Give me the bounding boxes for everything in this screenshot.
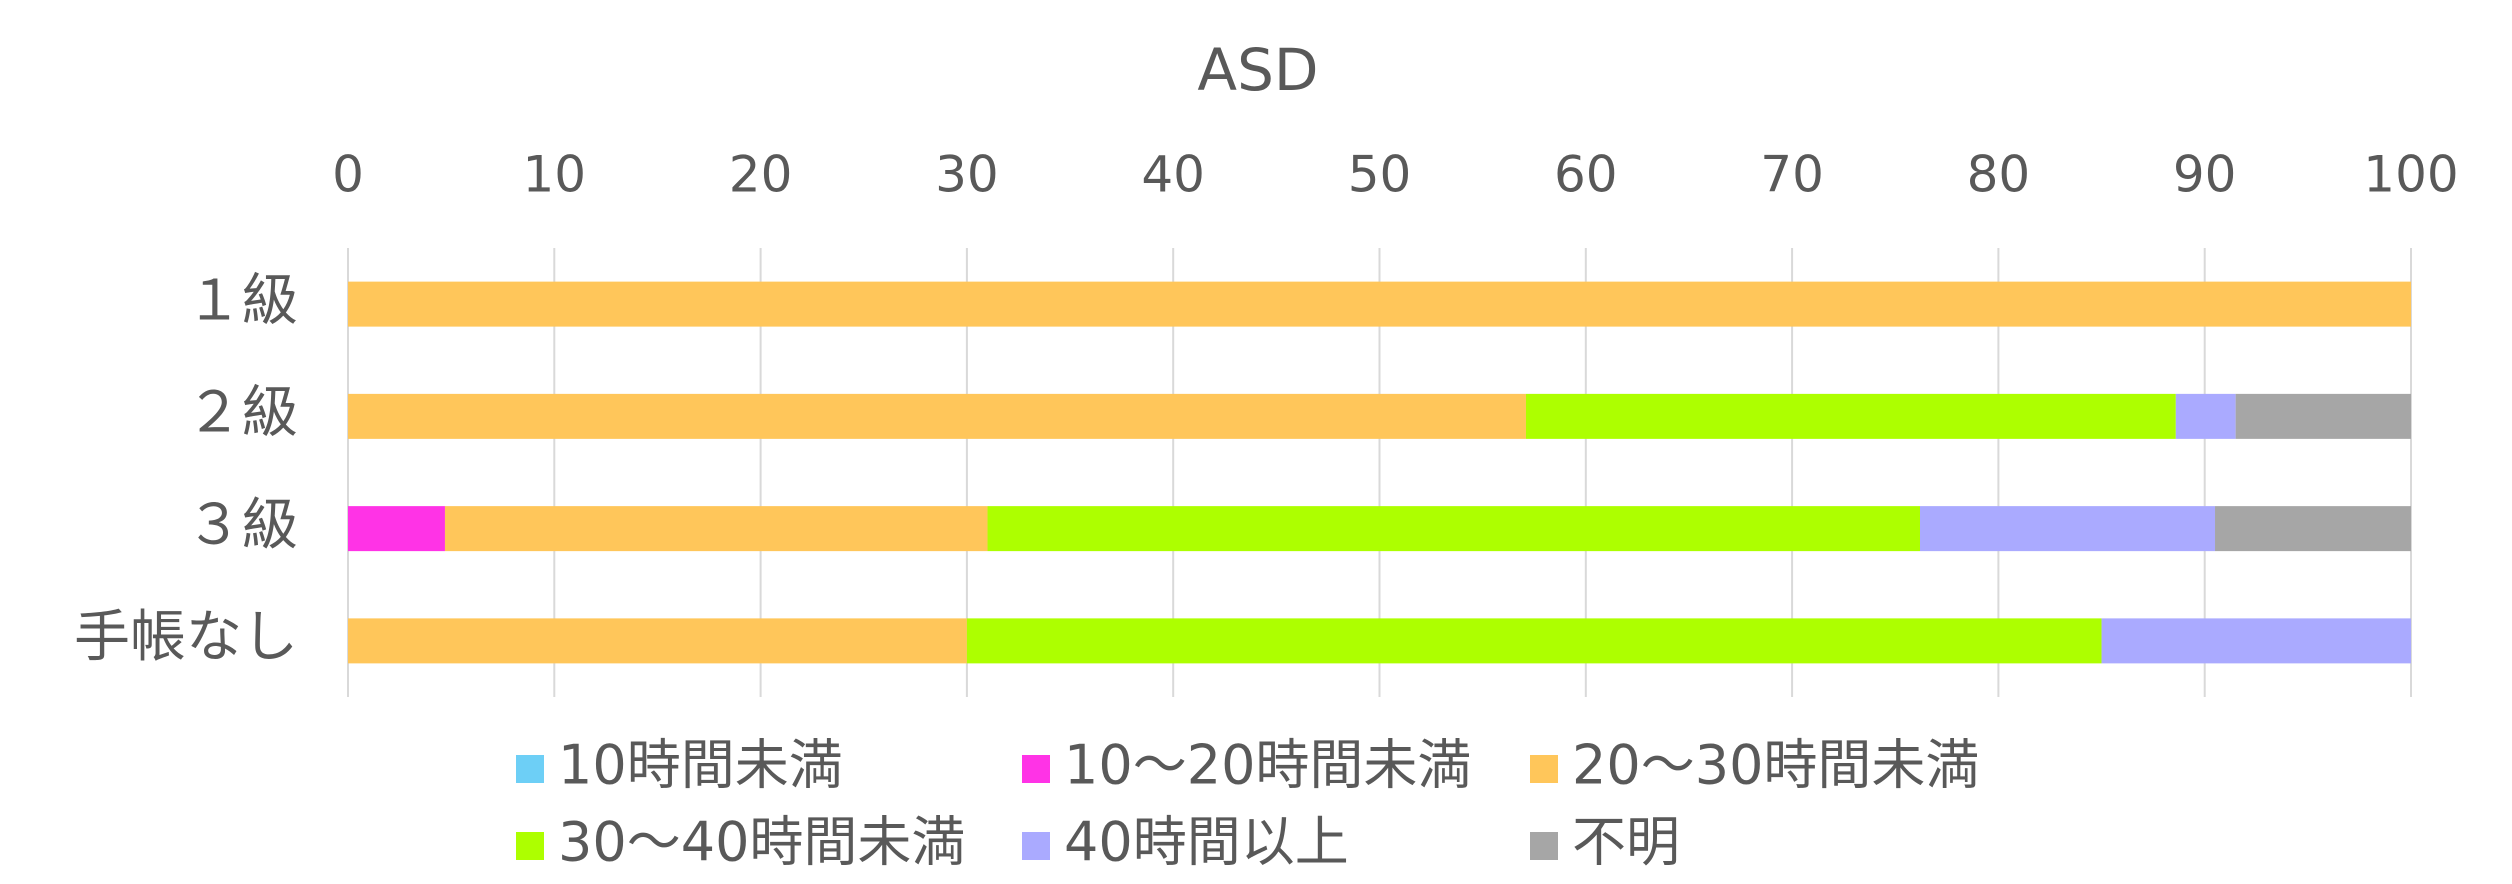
legend-label: 10時間未満 [558,734,843,797]
y-tick-label: １級 [186,268,298,333]
legend-swatch [1022,832,1050,860]
legend-swatch [516,755,544,783]
x-tick-label: 80 [1967,146,2031,204]
bar-segment [2235,393,2411,439]
x-tick-label: 30 [935,146,999,204]
bar-segment [2101,618,2411,664]
bar-segment [1525,393,2176,439]
legend-swatch [516,832,544,860]
bar-segment [2175,393,2236,439]
legend-label: 不明 [1572,811,1680,874]
chart-title: ASD [1197,36,1318,104]
bar-segment [1920,506,2216,552]
legend-label: 30～40時間未満 [558,811,965,874]
x-tick-label: 60 [1554,146,1618,204]
bar-segment [2215,506,2411,552]
y-tick-label: 手帳なし [74,605,298,670]
x-tick-label: 50 [1348,146,1412,204]
legend-label: 10～20時間未満 [1064,734,1471,797]
x-tick-label: 20 [729,146,793,204]
bar-segment [348,393,1526,439]
x-tick-label: 100 [2363,146,2458,204]
bar-segment [444,506,988,552]
legend-label: 20～30時間未満 [1572,734,1979,797]
x-tick-label: 40 [1141,146,1205,204]
bar-segment [966,618,2102,664]
legend-swatch [1530,755,1558,783]
bar-segment [348,506,445,552]
bar-segment [348,281,2411,327]
legend-label: 40時間以上 [1064,811,1349,874]
legend-swatch [1530,832,1558,860]
x-tick-label: 10 [522,146,586,204]
y-tick-label: ２級 [186,381,298,446]
x-tick-label: 0 [332,146,364,204]
legend-swatch [1022,755,1050,783]
y-tick-label: ３級 [186,493,298,558]
x-tick-label: 90 [2173,146,2237,204]
x-tick-label: 70 [1760,146,1824,204]
bar-segment [348,618,967,664]
bar-segment [987,506,1921,552]
